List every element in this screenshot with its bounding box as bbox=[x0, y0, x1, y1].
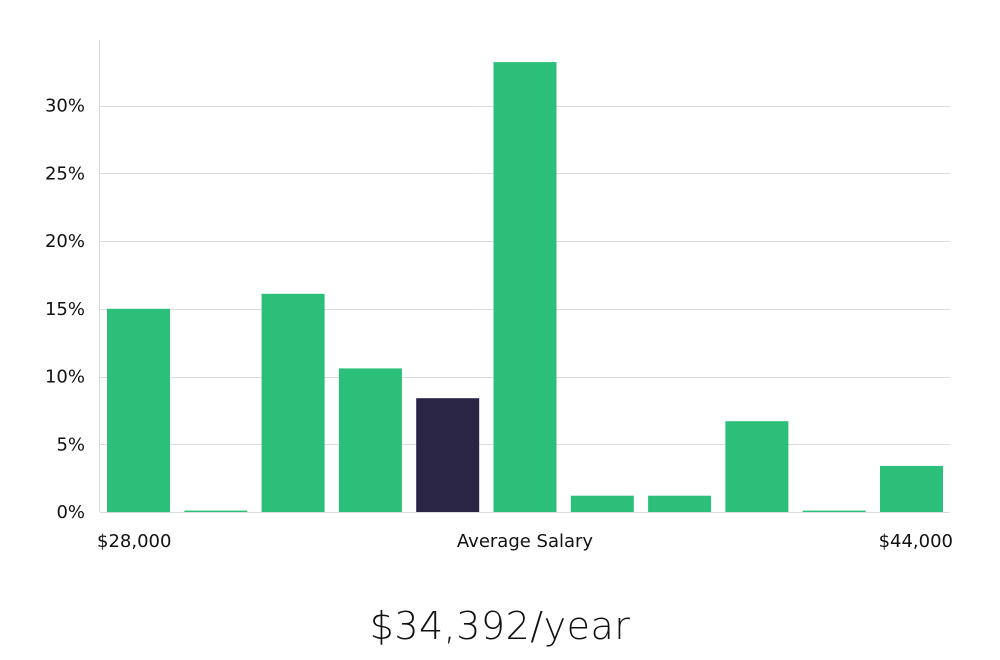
bar bbox=[107, 308, 170, 513]
average-salary-value: $34,392/year bbox=[369, 604, 631, 648]
bar-highlighted bbox=[416, 398, 480, 512]
bars bbox=[107, 62, 943, 513]
bar bbox=[493, 62, 557, 512]
bar bbox=[648, 495, 712, 512]
y-tick-label: 5% bbox=[56, 434, 85, 455]
bar bbox=[802, 510, 866, 512]
bar bbox=[725, 421, 789, 512]
salary-histogram: 0% 5% 10% 15% 20% 25% 30% $28,000 Average Sala… bbox=[45, 40, 953, 552]
bar bbox=[880, 465, 943, 512]
y-tick-label: 30% bbox=[45, 96, 85, 117]
y-tick-label: 25% bbox=[45, 163, 85, 184]
x-end-label: $44,000 bbox=[879, 531, 953, 552]
bar bbox=[261, 293, 325, 512]
bar bbox=[338, 368, 402, 512]
bar bbox=[570, 495, 634, 512]
y-tick-label: 20% bbox=[45, 231, 85, 252]
y-tick-label: 15% bbox=[45, 299, 85, 320]
x-axis-label: Average Salary bbox=[457, 531, 594, 552]
y-tick-label: 0% bbox=[56, 502, 85, 523]
y-tick-labels: 0% 5% 10% 15% 20% 25% 30% bbox=[45, 96, 85, 524]
bar bbox=[184, 510, 248, 512]
y-tick-label: 10% bbox=[45, 367, 85, 388]
x-start-label: $28,000 bbox=[97, 531, 171, 552]
